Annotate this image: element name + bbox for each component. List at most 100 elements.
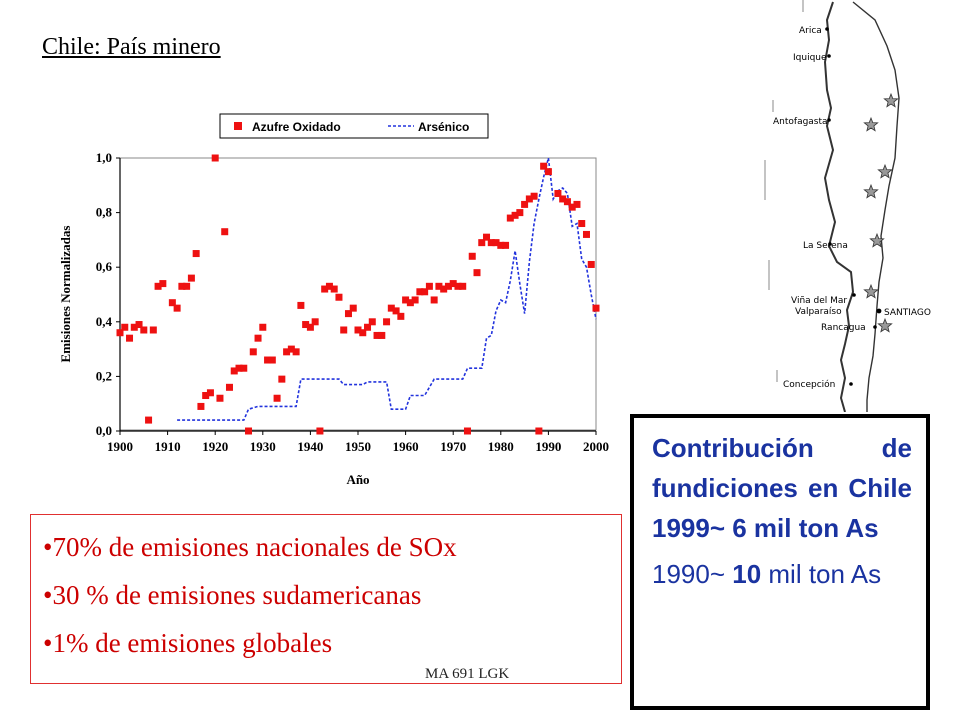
azufre-point: [559, 195, 567, 203]
y-tick-label: 1,0: [96, 150, 112, 165]
azufre-point: [116, 329, 124, 337]
azufre-point: [344, 310, 352, 318]
azufre-point: [511, 211, 519, 219]
emissions-bullet-box: •70% de emisiones nacionales de SOx •30 …: [30, 514, 622, 684]
emissions-chart: Azufre Oxidado Arsénico 0,0 0,2 0,4 0,6 0,8 1…: [58, 113, 609, 487]
azufre-point: [364, 323, 372, 331]
azufre-point: [516, 209, 524, 217]
azufre-point: [349, 304, 357, 312]
azufre-point: [221, 228, 229, 236]
smelter-star-icon: [877, 317, 893, 333]
azufre-point: [402, 296, 410, 304]
footer-label: MA 691 LGK: [425, 666, 510, 682]
azufre-point: [492, 239, 500, 247]
city-label-valparaiso: Valparaíso: [795, 307, 842, 317]
azufre-point: [273, 394, 281, 402]
azufre-point: [568, 203, 576, 211]
azufre-point: [264, 356, 272, 364]
azufre-point: [540, 162, 548, 170]
azufre-point: [440, 285, 448, 293]
azufre-point: [582, 230, 590, 238]
city-label-concepcion: Concepción: [783, 379, 835, 390]
azufre-point: [459, 282, 467, 290]
x-tick-label: 2000: [583, 439, 609, 454]
azufre-point: [373, 331, 381, 339]
azufre-point: [554, 189, 562, 197]
azufre-point: [573, 200, 581, 208]
contribution-1990-text: 1990~ 10 mil ton As: [652, 554, 912, 594]
map-coastline: [823, 1, 855, 412]
x-tick-label: 1920: [202, 439, 228, 454]
x-tick-label: 1940: [297, 439, 323, 454]
azufre-point: [354, 326, 362, 334]
azufre-point: [411, 296, 419, 304]
azufre-point: [368, 318, 376, 326]
azufre-point: [392, 307, 400, 315]
smelter-star-icon: [883, 92, 899, 108]
azufre-point: [197, 402, 205, 410]
azufre-point: [473, 269, 481, 277]
azufre-point: [521, 200, 529, 208]
city-dot-vina-del-mar: [852, 293, 856, 297]
azufre-point: [478, 239, 486, 247]
azufre-point: [430, 296, 438, 304]
x-tick-label: 1960: [393, 439, 419, 454]
azufre-point: [268, 356, 276, 364]
azufre-point: [211, 154, 219, 162]
map-border: [852, 1, 900, 412]
azufre-point: [245, 427, 253, 435]
azufre-point: [240, 364, 248, 372]
city-dot-iquique: [827, 54, 831, 58]
city-label-rancagua: Rancagua: [821, 323, 866, 333]
x-axis-title: Año: [346, 472, 369, 487]
azufre-point: [259, 323, 267, 331]
azufre-point: [421, 288, 429, 296]
azufre-point: [283, 348, 291, 356]
x-tick-label: 1930: [250, 439, 276, 454]
city-label-santiago: SANTIAGO: [884, 308, 931, 318]
legend-marker-azufre: [234, 122, 242, 130]
y-tick-label: 0,4: [96, 314, 113, 329]
legend-label-arsenico: Arsénico: [418, 120, 469, 134]
contribution-1990-value: 10: [732, 559, 762, 589]
x-tick-label: 1950: [345, 439, 371, 454]
y-axis-title: Emisiones Normalizadas: [58, 226, 73, 363]
azufre-point: [297, 301, 305, 309]
azufre-point: [130, 323, 138, 331]
arsenico-series-line: [177, 157, 597, 421]
smelter-contribution-box: Contribución de fundiciones en Chile 199…: [630, 414, 930, 710]
azufre-point: [292, 348, 300, 356]
smelter-star-icon: [863, 183, 879, 199]
azufre-point: [225, 383, 233, 391]
city-label-vina-del-mar: Viña del Mar: [791, 296, 847, 306]
azufre-point: [192, 250, 200, 258]
azufre-point: [287, 345, 295, 353]
azufre-point: [535, 427, 543, 435]
azufre-point: [230, 367, 238, 375]
slide-title: Chile: País minero: [42, 34, 221, 60]
azufre-point: [311, 318, 319, 326]
azufre-point: [483, 233, 491, 241]
azufre-point: [335, 293, 343, 301]
chile-map: Arica Iquique Antofagasta La Serena Viña…: [764, 0, 931, 412]
smelter-star-icon: [863, 116, 879, 132]
city-dot-la-serena: [828, 242, 832, 246]
contribution-1990-prefix: 1990~: [652, 559, 733, 589]
azufre-point: [126, 334, 134, 342]
azufre-point: [121, 323, 129, 331]
city-dot-santiago: [876, 308, 882, 314]
city-dot-antofagasta: [827, 118, 831, 122]
x-tick-label: 1910: [155, 439, 181, 454]
city-label-iquique: Iquique: [793, 53, 827, 63]
y-tick-label: 0,0: [96, 423, 112, 438]
chart-legend: Azufre Oxidado Arsénico: [219, 113, 489, 139]
city-dot-arica: [825, 27, 829, 31]
azufre-point: [525, 195, 533, 203]
azufre-point: [302, 321, 310, 329]
azufre-point: [340, 326, 348, 334]
legend-label-azufre: Azufre Oxidado: [252, 120, 341, 134]
azufre-point: [216, 394, 224, 402]
y-tick-label: 0,6: [96, 259, 113, 274]
azufre-point: [406, 299, 414, 307]
smelter-star-icon: [877, 163, 893, 179]
